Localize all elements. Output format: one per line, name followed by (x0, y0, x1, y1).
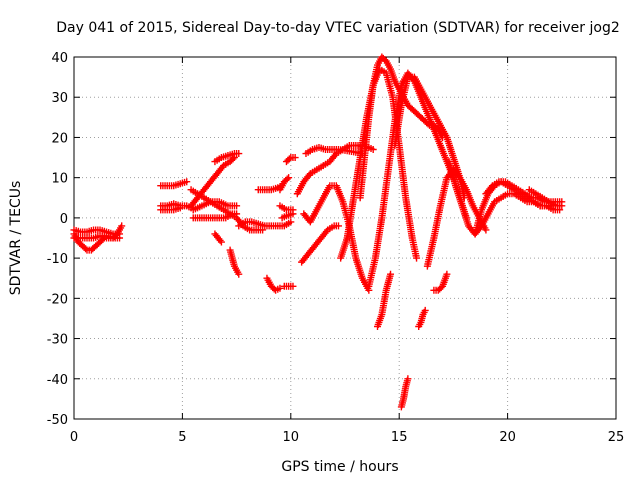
axis-ticks: 0 5 10 15 20 25 -50 -40 -30 -20 -10 0 10 20 30 40 (47, 51, 625, 445)
data-point (235, 150, 243, 158)
data-point (283, 175, 291, 183)
series-track-l (211, 230, 225, 246)
series-track-c (70, 232, 124, 242)
series-track-af (415, 306, 429, 330)
y-tick-label: 20 (51, 131, 68, 146)
data-point (455, 172, 463, 180)
data-point (334, 222, 342, 230)
y-tick-label: -30 (47, 333, 68, 348)
y-tick-label: -20 (47, 292, 68, 307)
x-tick-label: 15 (391, 430, 408, 445)
data-point (289, 282, 297, 290)
data-point (118, 222, 126, 230)
data-point (176, 204, 184, 212)
data-point (413, 254, 421, 262)
x-tick-label: 25 (608, 430, 625, 445)
series-track-aa (337, 65, 421, 262)
data-point (443, 270, 451, 278)
series-track-ad (374, 270, 395, 330)
series-track-t (278, 210, 297, 222)
series-track-ah (430, 270, 451, 294)
data-point (285, 155, 293, 163)
series-track-ae (397, 375, 412, 411)
series-track-f (157, 204, 184, 214)
series-track-aj (471, 190, 564, 238)
data-point (558, 202, 566, 210)
data-point (387, 270, 395, 278)
series-track-al (525, 186, 566, 210)
y-tick-label: -40 (47, 373, 68, 388)
series-track-q (276, 174, 293, 194)
data-point (476, 224, 484, 232)
data-point (421, 306, 429, 314)
series-track-w (298, 222, 342, 266)
data-point (216, 236, 224, 244)
y-tick-label: 40 (51, 51, 68, 66)
y-axis-label: SDTVAR / TECUs (8, 181, 24, 296)
series-track-n (235, 218, 295, 230)
data-point (217, 238, 225, 246)
data-point (82, 245, 90, 253)
y-tick-label: -10 (47, 252, 68, 267)
data-point (233, 210, 241, 218)
data-point (369, 146, 377, 154)
data-point (404, 375, 412, 383)
data-point (116, 234, 124, 242)
data-point (183, 178, 191, 186)
x-tick-label: 0 (70, 430, 78, 445)
data-point (287, 218, 295, 226)
series-track-u (282, 154, 299, 166)
data-point (482, 226, 490, 234)
y-tick-label: 30 (51, 91, 68, 106)
x-tick-label: 5 (178, 430, 186, 445)
data-point (233, 202, 241, 210)
series-track-m (226, 246, 243, 278)
series-track-h (211, 150, 243, 166)
x-tick-label: 20 (499, 430, 516, 445)
series-track-r (280, 282, 297, 290)
series-track-k (189, 210, 241, 222)
x-axis-label: GPS time / hours (281, 459, 398, 475)
series-track-p (263, 274, 284, 294)
series-track-o (254, 182, 286, 194)
series-track-j (189, 198, 241, 214)
x-tick-label: 10 (283, 430, 300, 445)
y-tick-label: 0 (60, 212, 68, 227)
data-point (291, 154, 299, 162)
data-point (289, 210, 297, 218)
data-point (235, 270, 243, 278)
data-point (276, 284, 284, 292)
series-track-y (300, 182, 373, 294)
y-tick-label: -50 (47, 413, 68, 428)
data-point (229, 155, 237, 163)
series-track-d (157, 178, 191, 190)
data-points (70, 53, 566, 411)
chart-title: Day 041 of 2015, Sidereal Day-to-day VTE… (56, 20, 619, 36)
y-tick-label: 10 (51, 172, 68, 187)
data-point (285, 174, 293, 182)
